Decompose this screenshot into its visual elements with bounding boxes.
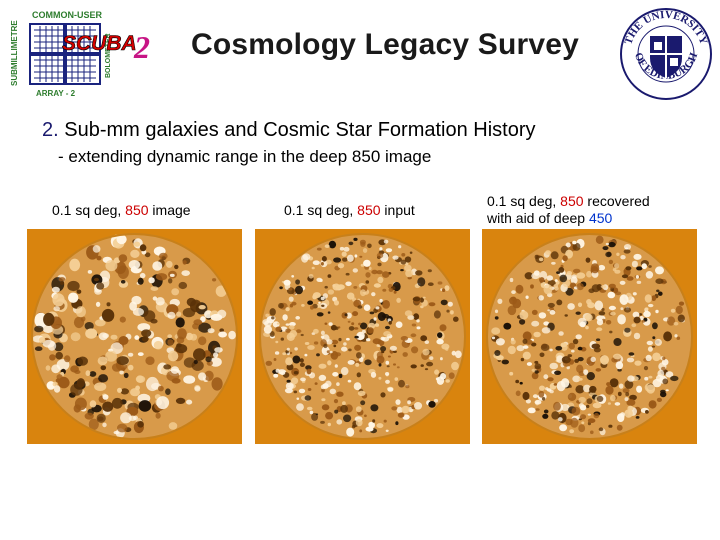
logo-left-text: SUBMILLIMETRE — [10, 20, 19, 86]
page-title: Cosmology Legacy Survey — [190, 28, 580, 61]
logo-right-text: BOLOMETER — [105, 33, 112, 78]
crest-shield-icon — [650, 36, 682, 78]
detector-grid-icon — [29, 23, 101, 85]
map-image-850-image — [27, 229, 242, 444]
section-subheading: - extending dynamic range in the deep 85… — [58, 147, 432, 166]
logo-bottom-text: ARRAY - 2 — [36, 89, 76, 98]
logo-top-text: COMMON-USER — [32, 10, 102, 20]
panel-caption-1: 0.1 sq deg, 850 image — [52, 202, 191, 218]
scuba2-logo: COMMON-USER SUBMILLIMETRE BOLOMETER SCUB… — [6, 6, 154, 98]
panel-caption-3: 0.1 sq deg, 850 recovered with aid of de… — [487, 193, 650, 226]
university-seal: THE UNIVERSITY OF EDINBURGH — [618, 6, 714, 102]
section-heading: 2. Sub-mm galaxies and Cosmic Star Forma… — [42, 119, 536, 142]
logo-wordmark: SCUBA — [62, 32, 137, 55]
panel-caption-2: 0.1 sq deg, 850 input — [284, 202, 415, 218]
map-image-850-recovered — [482, 229, 697, 444]
section-number: 2. — [42, 119, 59, 141]
section-heading-text: Sub-mm galaxies and Cosmic Star Formatio… — [64, 119, 536, 141]
logo-numeral: 2 — [133, 29, 150, 65]
map-image-850-input — [255, 229, 470, 444]
